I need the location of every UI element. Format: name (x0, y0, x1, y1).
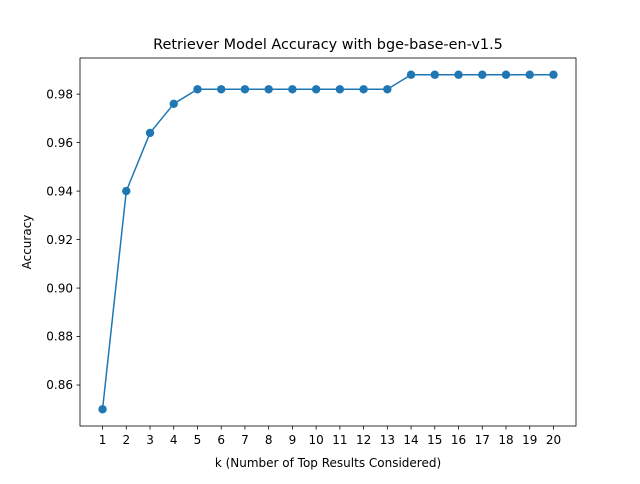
y-tick-label: 0.90 (46, 281, 73, 295)
x-tick-label: 17 (475, 433, 490, 447)
data-point (359, 85, 368, 94)
data-point (169, 99, 178, 109)
x-tick-label: 2 (122, 433, 130, 447)
data-point (549, 70, 558, 79)
data-point (98, 405, 107, 414)
x-axis: 1 2 3 4 5 6 7 8 9 10 11 12 13 14 15 16 17 18 19 20 (99, 426, 561, 447)
x-axis-label: k (Number of Top Results Considered) (215, 456, 441, 470)
y-axis: 0.86 0.88 0.90 0.92 0.94 0.96 0.98 (46, 87, 80, 392)
plot-frame (79, 57, 577, 427)
data-point (406, 70, 416, 79)
x-tick-label: 18 (498, 433, 513, 447)
data-point (311, 85, 321, 94)
chart-title: Retriever Model Accuracy with bge-base-e… (153, 37, 503, 53)
data-point (288, 85, 297, 94)
x-tick-label: 16 (451, 433, 466, 447)
x-tick-label: 5 (194, 433, 202, 447)
x-tick-label: 11 (332, 433, 347, 447)
x-tick-label: 15 (427, 433, 442, 447)
data-point (264, 85, 273, 94)
y-tick-label: 0.98 (46, 87, 73, 101)
y-tick-label: 0.92 (46, 233, 73, 247)
y-tick-label: 0.96 (46, 136, 73, 150)
x-tick-label: 14 (403, 433, 418, 447)
data-point (478, 70, 487, 79)
y-axis-label: Accuracy (20, 215, 34, 270)
data-point (501, 70, 511, 79)
x-tick-label: 6 (217, 433, 225, 447)
y-tick-label: 0.88 (46, 330, 73, 344)
series-layer (98, 70, 558, 414)
y-tick-label: 0.94 (46, 184, 73, 198)
x-tick-label: 8 (265, 433, 273, 447)
y-tick-label: 0.86 (46, 378, 73, 392)
data-point (335, 85, 345, 94)
data-point (122, 186, 131, 196)
x-tick-label: 3 (146, 433, 154, 447)
x-tick-label: 13 (380, 433, 395, 447)
x-tick-label: 4 (170, 433, 178, 447)
x-tick-label: 9 (289, 433, 297, 447)
x-tick-label: 20 (546, 433, 561, 447)
data-point (454, 70, 463, 79)
x-tick-label: 1 (99, 433, 107, 447)
data-point (217, 85, 226, 94)
x-tick-label: 7 (241, 433, 249, 447)
data-point (430, 70, 439, 79)
data-point (525, 70, 534, 79)
data-point (383, 85, 392, 94)
x-tick-label: 12 (356, 433, 371, 447)
data-point (240, 85, 250, 94)
data-point (145, 128, 155, 138)
x-tick-label: 10 (308, 433, 323, 447)
x-tick-label: 19 (522, 433, 537, 447)
data-point (193, 85, 202, 94)
